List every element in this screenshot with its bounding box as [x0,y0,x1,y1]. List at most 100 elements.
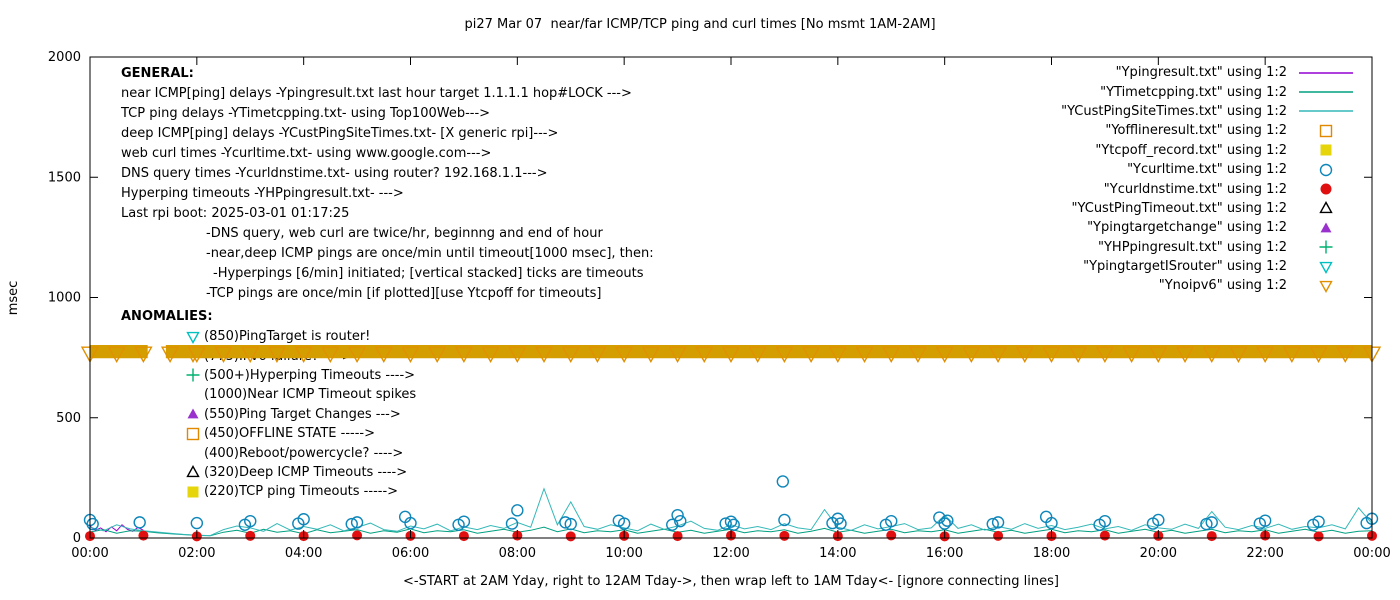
anomaly-text: (220)TCP ping Timeouts -----> [204,484,399,500]
triangle-down-open-icon [185,348,201,364]
anomaly-item: (775)IPv6 failure? ----> [121,346,416,365]
y-axis-title: msec [6,280,21,316]
y-tick-label: 0 [73,531,81,546]
x-tick-label: 10:00 [605,546,642,561]
x-tick-label: 14:00 [819,546,856,561]
general-note-line: -Hyperpings [6/min] initiated; [vertical… [213,266,644,281]
anomaly-text: (550)Ping Target Changes ---> [204,406,401,422]
chart-title: pi27 Mar 07 near/far ICMP/TCP ping and c… [464,17,936,32]
square-filled-icon [185,484,201,500]
x-tick-label: 22:00 [1246,546,1283,561]
x-tick-label: 00:00 [71,546,108,561]
anomaly-text: (400)Reboot/powercycle? ----> [204,445,404,461]
legend-label: "YTimetcpping.txt" using 1:2 [1100,84,1287,100]
y-tick-label: 1500 [48,170,81,185]
anomaly-text: (1000)Near ICMP Timeout spikes [204,387,417,403]
x-tick-label: 18:00 [1033,546,1070,561]
general-note-line: Last rpi boot: 2025-03-01 01:17:25 [121,206,350,221]
legend-label: "YCustPingTimeout.txt" using 1:2 [1071,200,1287,216]
legend-label: "YCustPingSiteTimes.txt" using 1:2 [1061,103,1287,119]
x-tick-label: 06:00 [392,546,429,561]
legend-label: "Ytcpoff_record.txt" using 1:2 [1095,142,1287,158]
triangle-up-open-icon [185,464,201,480]
anomaly-text: (775)IPv6 failure? ----> [204,348,353,364]
y-tick-label: 2000 [48,50,81,65]
legend-label: "Ycurltime.txt" using 1:2 [1127,162,1287,178]
general-note-line: DNS query times -Ycurldnstime.txt- using… [121,166,548,181]
general-note-line: deep ICMP[ping] delays -YCustPingSiteTim… [121,126,559,141]
legend-item: "YCustPingTimeout.txt" using 1:2 [1061,199,1357,218]
anomaly-item: (220)TCP ping Timeouts -----> [121,482,416,501]
anomaly-item: (1000)Near ICMP Timeout spikes [121,385,416,404]
general-note-line: -near,deep ICMP pings are once/min until… [206,246,654,261]
anomaly-item: (550)Ping Target Changes ---> [121,405,416,424]
x-tick-label: 04:00 [285,546,322,561]
plus-icon [185,367,201,383]
general-note-line: Hyperping timeouts -YHPpingresult.txt- -… [121,186,404,201]
legend-plus-icon [1295,239,1357,255]
x-tick-label: 08:00 [499,546,536,561]
legend-label: "Ypingtargetchange" using 1:2 [1087,220,1287,236]
legend-line-icon [1295,65,1357,81]
anomaly-text: (850)PingTarget is router! [204,329,371,345]
general-heading: GENERAL: [121,66,194,81]
anomaly-text: (500+)Hyperping Timeouts ----> [204,367,416,383]
legend-square-open-icon [1295,123,1357,139]
legend-triangle-up-open-icon [1295,200,1357,216]
legend-circle-open-icon [1295,162,1357,178]
x-tick-label: 12:00 [712,546,749,561]
anomaly-item: (500+)Hyperping Timeouts ----> [121,366,416,385]
legend-triangle-down-open-icon [1295,278,1357,294]
x-tick-label: 02:00 [178,546,215,561]
general-note-line: near ICMP[ping] delays -Ypingresult.txt … [121,86,632,101]
legend-circle-filled-icon [1295,181,1357,197]
legend-item: "Ycurltime.txt" using 1:2 [1061,160,1357,179]
legend-item: "Ypingtargetchange" using 1:2 [1061,218,1357,237]
legend-label: "YpingtargetISrouter" using 1:2 [1083,259,1287,275]
chart-legend: "Ypingresult.txt" using 1:2 "YTimetcpping… [1061,63,1357,296]
anomaly-notes: ANOMALIES: (850)PingTarget is router! (775… [121,307,416,502]
legend-item: "YCustPingSiteTimes.txt" using 1:2 [1061,102,1357,121]
anomaly-item: (400)Reboot/powercycle? ----> [121,443,416,462]
legend-item: "Ynoipv6" using 1:2 [1061,276,1357,295]
general-notes: GENERAL: near ICMP[ping] delays -Ypingres… [121,64,654,304]
legend-item: "YHPpingresult.txt" using 1:2 [1061,238,1357,257]
legend-label: "Ynoipv6" using 1:2 [1158,278,1287,294]
legend-label: "Yofflineresult.txt" using 1:2 [1105,123,1287,139]
anomaly-item: (320)Deep ICMP Timeouts ----> [121,463,416,482]
legend-triangle-up-filled-icon [1295,220,1357,236]
legend-line-icon [1295,84,1357,100]
anomaly-text: (320)Deep ICMP Timeouts ----> [204,464,408,480]
legend-label: "Ypingresult.txt" using 1:2 [1115,65,1287,81]
triangle-down-open-icon [185,329,201,345]
no-marker [185,387,201,403]
no-marker [185,445,201,461]
y-tick-label: 500 [56,411,81,426]
legend-item: "Ypingresult.txt" using 1:2 [1061,63,1357,82]
legend-square-filled-icon [1295,142,1357,158]
legend-item: "Ycurldnstime.txt" using 1:2 [1061,179,1357,198]
y-tick-label: 1000 [48,291,81,306]
anomalies-heading: ANOMALIES: [121,309,213,324]
legend-triangle-down-open-icon [1295,259,1357,275]
legend-item: "YpingtargetISrouter" using 1:2 [1061,257,1357,276]
anomaly-item: (850)PingTarget is router! [121,327,416,346]
triangle-up-filled-icon [185,406,201,422]
anomaly-item: (450)OFFLINE STATE -----> [121,424,416,443]
x-tick-label: 20:00 [1140,546,1177,561]
x-tick-label: 00:00 [1353,546,1390,561]
legend-label: "YHPpingresult.txt" using 1:2 [1098,239,1287,255]
legend-line-icon [1295,103,1357,119]
legend-item: "Yofflineresult.txt" using 1:2 [1061,121,1357,140]
x-tick-label: 16:00 [926,546,963,561]
square-open-icon [185,426,201,442]
x-axis-title: <-START at 2AM Yday, right to 12AM Tday-… [403,574,1059,589]
legend-label: "Ycurldnstime.txt" using 1:2 [1103,181,1287,197]
legend-item: "Ytcpoff_record.txt" using 1:2 [1061,141,1357,160]
general-note-line: -TCP pings are once/min [if plotted][use… [206,286,602,301]
anomaly-text: (450)OFFLINE STATE -----> [204,426,375,442]
general-note-line: -DNS query, web curl are twice/hr, begin… [206,226,603,241]
general-note-line: TCP ping delays -YTimetcpping.txt- using… [121,106,491,121]
general-note-line: web curl times -Ycurltime.txt- using www… [121,146,492,161]
